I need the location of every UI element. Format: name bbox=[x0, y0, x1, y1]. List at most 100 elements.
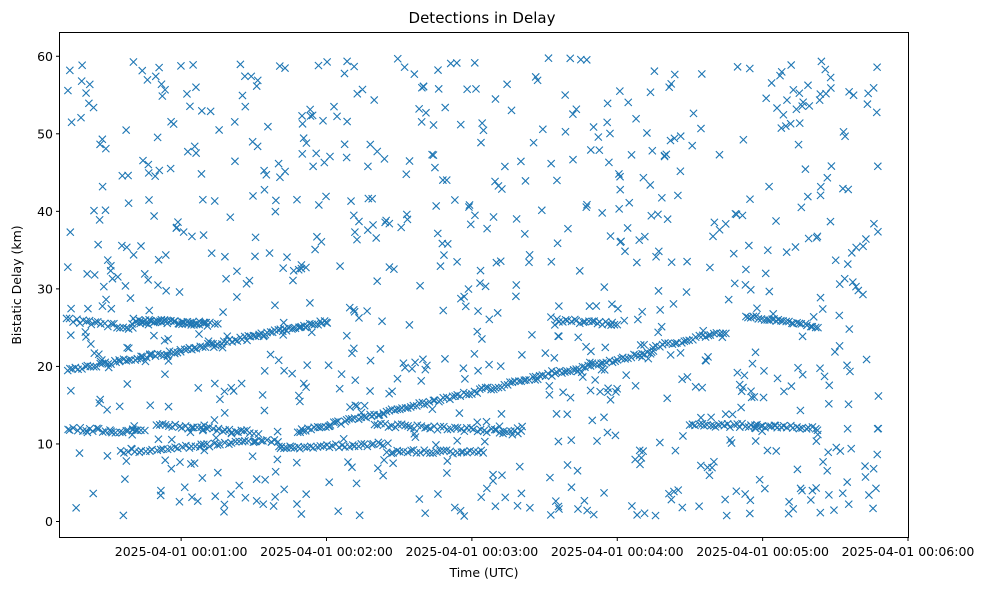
data-point bbox=[704, 352, 712, 361]
data-point bbox=[123, 379, 132, 388]
data-point bbox=[240, 72, 249, 81]
data-point bbox=[606, 232, 615, 241]
data-point bbox=[94, 350, 103, 359]
data-point bbox=[115, 428, 124, 437]
data-point bbox=[249, 429, 258, 438]
data-point bbox=[473, 418, 482, 427]
data-point bbox=[439, 446, 448, 455]
data-point bbox=[873, 162, 882, 171]
data-point bbox=[210, 416, 219, 424]
data-point bbox=[324, 361, 333, 370]
data-point bbox=[704, 331, 713, 340]
data-point bbox=[161, 85, 170, 94]
data-point bbox=[554, 505, 563, 513]
data-point bbox=[352, 479, 361, 488]
data-point bbox=[124, 356, 133, 365]
data-point bbox=[85, 80, 94, 89]
data-point bbox=[197, 169, 206, 178]
data-point bbox=[475, 385, 484, 394]
data-point bbox=[373, 464, 382, 473]
data-point bbox=[302, 383, 311, 392]
data-point bbox=[605, 129, 614, 138]
data-point bbox=[795, 319, 804, 328]
data-point bbox=[129, 58, 138, 67]
data-point bbox=[350, 228, 359, 237]
data-point bbox=[655, 438, 664, 447]
data-point bbox=[65, 66, 74, 75]
data-point bbox=[366, 356, 375, 365]
data-point bbox=[395, 405, 404, 414]
data-point bbox=[167, 117, 176, 126]
data-point bbox=[559, 388, 568, 397]
data-point bbox=[320, 158, 329, 167]
data-point bbox=[294, 265, 303, 274]
data-point bbox=[358, 85, 367, 94]
data-point bbox=[773, 374, 782, 383]
data-point bbox=[383, 439, 392, 448]
data-point bbox=[439, 251, 448, 260]
data-point bbox=[344, 458, 352, 467]
data-point bbox=[302, 490, 311, 499]
data-point bbox=[696, 413, 705, 422]
data-point bbox=[351, 376, 360, 385]
data-point bbox=[869, 464, 878, 473]
data-point bbox=[164, 402, 173, 411]
data-point bbox=[670, 70, 679, 79]
data-point bbox=[207, 339, 216, 348]
data-point bbox=[701, 356, 710, 365]
data-point bbox=[412, 448, 421, 457]
data-point bbox=[798, 332, 807, 341]
data-point bbox=[173, 444, 182, 453]
data-point bbox=[393, 446, 402, 455]
data-point bbox=[695, 502, 704, 511]
data-point bbox=[589, 123, 598, 132]
data-point bbox=[90, 349, 99, 358]
data-point bbox=[378, 317, 387, 326]
data-point bbox=[83, 304, 92, 313]
data-point bbox=[218, 427, 227, 436]
data-point bbox=[436, 262, 445, 271]
data-point bbox=[507, 106, 516, 115]
data-point bbox=[541, 349, 550, 358]
data-point bbox=[654, 247, 663, 256]
x-tick-label: 2025-04-01 00:03:00 bbox=[406, 544, 539, 559]
data-point bbox=[393, 374, 402, 383]
data-point bbox=[482, 417, 491, 426]
data-point bbox=[623, 223, 632, 232]
data-point bbox=[388, 387, 397, 396]
data-point bbox=[789, 85, 798, 94]
data-point bbox=[336, 262, 345, 271]
data-point bbox=[154, 281, 162, 290]
data-point bbox=[611, 431, 620, 440]
data-point bbox=[171, 420, 180, 429]
data-point bbox=[733, 62, 742, 71]
data-point bbox=[372, 233, 381, 242]
data-point bbox=[622, 371, 631, 380]
data-point bbox=[161, 456, 170, 465]
data-point bbox=[751, 437, 760, 446]
data-point bbox=[207, 249, 216, 258]
data-point bbox=[252, 82, 261, 91]
data-point bbox=[325, 443, 334, 452]
data-point bbox=[300, 442, 309, 451]
data-point bbox=[262, 170, 271, 179]
data-point bbox=[511, 292, 520, 301]
data-point bbox=[340, 140, 349, 149]
data-point bbox=[795, 424, 804, 433]
data-point bbox=[554, 332, 563, 341]
data-point bbox=[678, 375, 687, 384]
data-point bbox=[96, 359, 105, 368]
data-point bbox=[470, 211, 479, 220]
data-point bbox=[102, 295, 111, 304]
data-point bbox=[249, 438, 258, 447]
data-point bbox=[547, 159, 556, 168]
data-point bbox=[210, 319, 219, 328]
data-point bbox=[157, 80, 166, 89]
data-point bbox=[262, 436, 271, 445]
data-point bbox=[759, 393, 768, 402]
data-point bbox=[603, 388, 612, 397]
data-point bbox=[816, 182, 825, 191]
data-point bbox=[190, 459, 199, 468]
data-point bbox=[478, 119, 487, 128]
data-point bbox=[253, 142, 262, 151]
